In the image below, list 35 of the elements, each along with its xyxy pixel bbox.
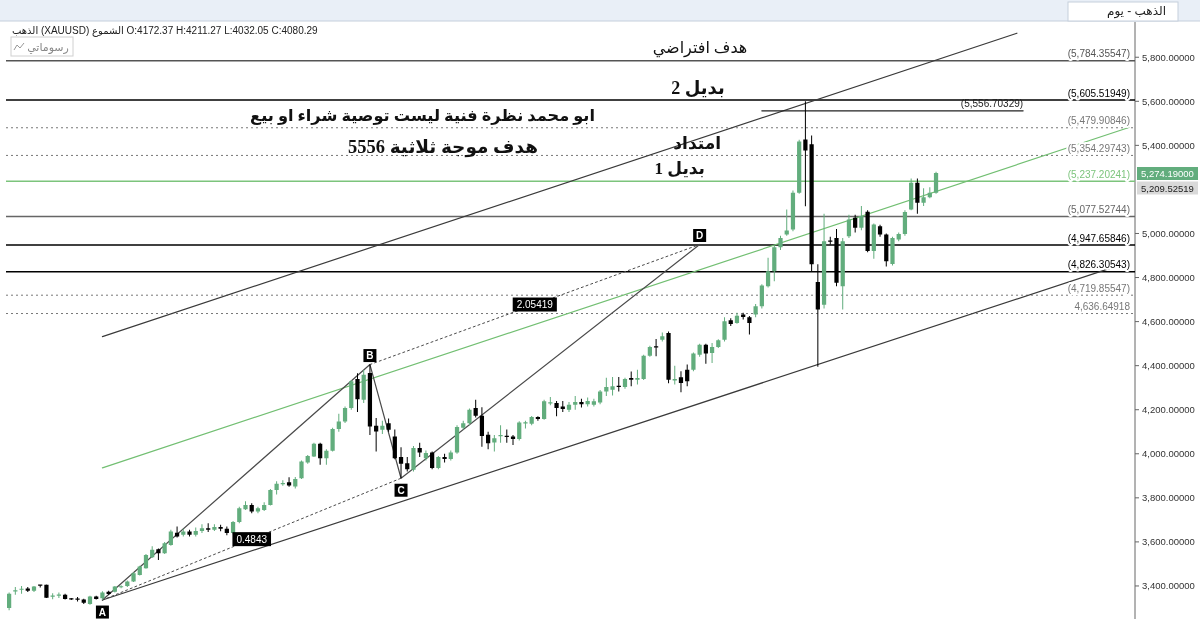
annotation: امتداد	[673, 134, 721, 154]
ref-line-label: (5,605.51949)	[1067, 87, 1130, 99]
y-tick-label: 5,800.00000	[1142, 51, 1195, 63]
ref-line-label: (4,947.65846)	[1067, 232, 1130, 244]
chart-subtitle: الذهب (XAUUSD) الشموع O:4172.37 H:4211.27 L:4032.05 C:4080.29	[12, 25, 319, 37]
y-tick-label: 5,600.00000	[1142, 95, 1195, 107]
y-tick-label: 3,400.00000	[1142, 580, 1195, 592]
annotation: رسوماتي	[27, 41, 69, 54]
y-tick-label: 4,200.00000	[1142, 404, 1195, 416]
annotation: هدف افتراضي	[652, 38, 748, 58]
ref-line-label: (5,354.29743)	[1067, 142, 1130, 154]
ref-line-label: (4,719.85547)	[1067, 282, 1130, 294]
ref-line-label: (5,784.35547)	[1067, 48, 1130, 60]
series-label: (5,556.70329)	[960, 97, 1024, 109]
annotation: بديل 2	[671, 78, 725, 99]
y-tick-label: 5,000.00000	[1142, 227, 1195, 239]
ref-line-label: (5,479.90846)	[1067, 115, 1130, 127]
text: 5,274.19000	[1141, 168, 1194, 179]
series-label: 2.05419	[516, 299, 554, 311]
annotation: بديل 1	[654, 159, 705, 179]
y-tick-label: 3,800.00000	[1142, 492, 1195, 504]
y-tick-label: 4,600.00000	[1142, 316, 1195, 328]
text: 5,209.52519	[1141, 182, 1194, 194]
y-tick-label: 5,400.00000	[1142, 139, 1195, 151]
ref-line-label: (5,237.20241)	[1067, 168, 1130, 180]
y-tick-label: 4,400.00000	[1142, 360, 1195, 372]
y-tick-label: 4,000.00000	[1142, 448, 1195, 460]
annotation: ابو محمد نظرة فنية ليست توصية شراء او بيع	[250, 107, 595, 125]
annotation: 5556 هدف موجة ثلاثية	[348, 137, 538, 158]
y-tick-label: 3,600.00000	[1142, 536, 1195, 548]
ref-line-label: 4,636.64918	[1074, 301, 1131, 313]
chart-title: الذهب - يوم	[1106, 4, 1166, 19]
ref-line-label: (5,077.52744)	[1067, 203, 1130, 215]
series-label: 0.4843	[236, 533, 268, 545]
y-tick-label: 4,800.00000	[1142, 272, 1195, 284]
